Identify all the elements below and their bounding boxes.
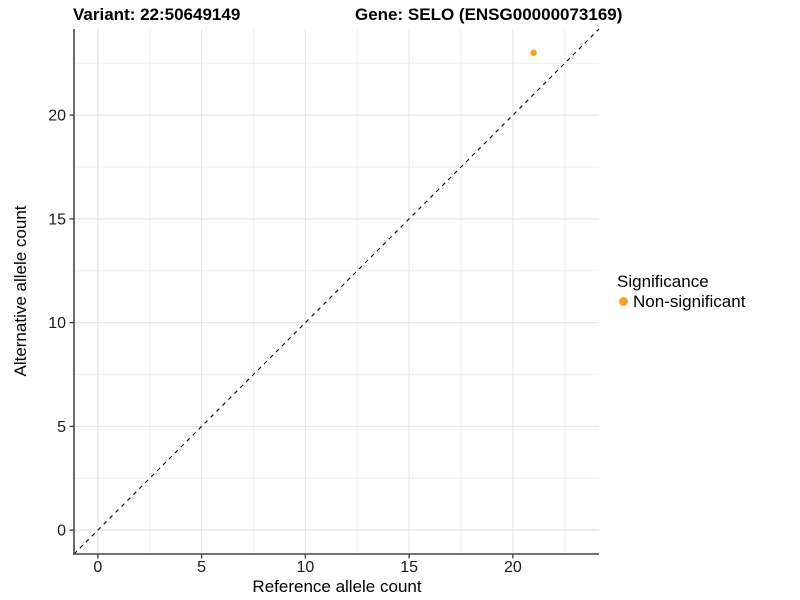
y-tick-label: 10 bbox=[48, 315, 66, 332]
data-point bbox=[530, 49, 537, 57]
y-tick-label: 15 bbox=[48, 211, 66, 228]
plot-title-gene: Gene: SELO (ENSG00000073169) bbox=[355, 5, 623, 24]
x-axis-title: Reference allele count bbox=[252, 577, 422, 596]
x-tick-label: 0 bbox=[93, 559, 102, 576]
x-tick-label: 10 bbox=[296, 559, 314, 576]
x-tick-label: 15 bbox=[400, 559, 418, 576]
x-tick-label: 20 bbox=[504, 559, 522, 576]
y-tick-label: 20 bbox=[48, 108, 66, 125]
legend-point-swatch bbox=[619, 297, 628, 306]
legend-item-label: Non-significant bbox=[633, 292, 746, 311]
y-tick-label: 5 bbox=[57, 419, 66, 436]
x-tick-label: 5 bbox=[197, 559, 206, 576]
identity-line bbox=[73, 28, 600, 555]
legend-title: Significance bbox=[617, 272, 709, 291]
plot-title-variant: Variant: 22:50649149 bbox=[73, 5, 241, 24]
legend-item-non-significant: Non-significant bbox=[617, 292, 745, 311]
y-tick-label: 0 bbox=[57, 523, 66, 540]
legend: Significance Non-significant bbox=[617, 272, 745, 311]
